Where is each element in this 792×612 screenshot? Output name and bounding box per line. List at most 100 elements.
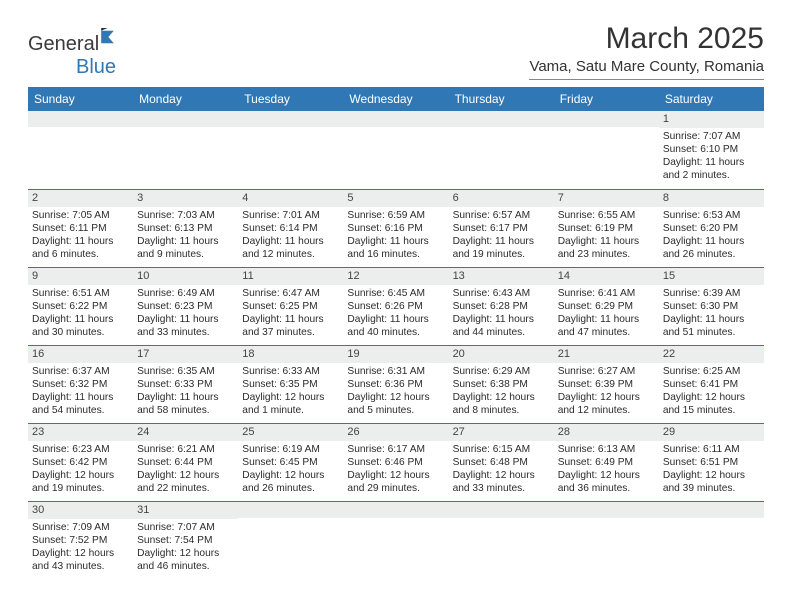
- calendar-cell: [343, 111, 448, 189]
- day-details: Sunrise: 6:49 AMSunset: 6:23 PMDaylight:…: [133, 285, 238, 339]
- day-details: Sunrise: 6:19 AMSunset: 6:45 PMDaylight:…: [238, 441, 343, 495]
- calendar-page: General March 2025 Vama, Satu Mare Count…: [0, 0, 792, 579]
- sunrise-line: Sunrise: 6:45 AM: [347, 287, 444, 300]
- sunset-line: Sunset: 6:49 PM: [558, 456, 655, 469]
- sunset-line: Sunset: 6:14 PM: [242, 222, 339, 235]
- empty-day-head: [28, 111, 133, 127]
- calendar-cell: 19Sunrise: 6:31 AMSunset: 6:36 PMDayligh…: [343, 345, 448, 423]
- empty-day-head: [133, 111, 238, 127]
- daylight-line: Daylight: 12 hours and 46 minutes.: [137, 547, 234, 573]
- sunset-line: Sunset: 6:41 PM: [663, 378, 760, 391]
- sunset-line: Sunset: 6:23 PM: [137, 300, 234, 313]
- calendar-cell: 20Sunrise: 6:29 AMSunset: 6:38 PMDayligh…: [449, 345, 554, 423]
- day-details: Sunrise: 6:37 AMSunset: 6:32 PMDaylight:…: [28, 363, 133, 417]
- sunrise-line: Sunrise: 6:35 AM: [137, 365, 234, 378]
- sunrise-line: Sunrise: 6:39 AM: [663, 287, 760, 300]
- day-details: Sunrise: 6:55 AMSunset: 6:19 PMDaylight:…: [554, 207, 659, 261]
- day-details: Sunrise: 7:01 AMSunset: 6:14 PMDaylight:…: [238, 207, 343, 261]
- daylight-line: Daylight: 12 hours and 26 minutes.: [242, 469, 339, 495]
- month-title: March 2025: [529, 22, 764, 56]
- weekday-row: SundayMondayTuesdayWednesdayThursdayFrid…: [28, 87, 764, 111]
- sunset-line: Sunset: 6:13 PM: [137, 222, 234, 235]
- day-details: Sunrise: 6:27 AMSunset: 6:39 PMDaylight:…: [554, 363, 659, 417]
- day-details: Sunrise: 7:07 AMSunset: 6:10 PMDaylight:…: [659, 128, 764, 182]
- daylight-line: Daylight: 12 hours and 39 minutes.: [663, 469, 760, 495]
- sunset-line: Sunset: 6:33 PM: [137, 378, 234, 391]
- sunrise-line: Sunrise: 7:07 AM: [663, 130, 760, 143]
- sunset-line: Sunset: 6:39 PM: [558, 378, 655, 391]
- day-details: Sunrise: 6:25 AMSunset: 6:41 PMDaylight:…: [659, 363, 764, 417]
- sunset-line: Sunset: 6:16 PM: [347, 222, 444, 235]
- daylight-line: Daylight: 12 hours and 1 minute.: [242, 391, 339, 417]
- sunset-line: Sunset: 6:10 PM: [663, 143, 760, 156]
- empty-day-head: [554, 502, 659, 518]
- sunrise-line: Sunrise: 6:21 AM: [137, 443, 234, 456]
- day-number: 4: [238, 190, 343, 207]
- day-number: 24: [133, 424, 238, 441]
- empty-day-head: [343, 111, 448, 127]
- calendar-cell: [343, 501, 448, 579]
- daylight-line: Daylight: 11 hours and 58 minutes.: [137, 391, 234, 417]
- day-number: 16: [28, 346, 133, 363]
- sunrise-line: Sunrise: 6:33 AM: [242, 365, 339, 378]
- sunset-line: Sunset: 7:52 PM: [32, 534, 129, 547]
- sunset-line: Sunset: 6:35 PM: [242, 378, 339, 391]
- weekday-header: Sunday: [28, 87, 133, 111]
- calendar-cell: 4Sunrise: 7:01 AMSunset: 6:14 PMDaylight…: [238, 189, 343, 267]
- calendar-cell: 28Sunrise: 6:13 AMSunset: 6:49 PMDayligh…: [554, 423, 659, 501]
- day-number: 22: [659, 346, 764, 363]
- day-number: 11: [238, 268, 343, 285]
- calendar-week: 2Sunrise: 7:05 AMSunset: 6:11 PMDaylight…: [28, 189, 764, 267]
- empty-day-head: [449, 502, 554, 518]
- day-number: 5: [343, 190, 448, 207]
- day-details: Sunrise: 6:57 AMSunset: 6:17 PMDaylight:…: [449, 207, 554, 261]
- day-details: Sunrise: 6:23 AMSunset: 6:42 PMDaylight:…: [28, 441, 133, 495]
- sunset-line: Sunset: 6:48 PM: [453, 456, 550, 469]
- sunrise-line: Sunrise: 6:51 AM: [32, 287, 129, 300]
- sunset-line: Sunset: 6:28 PM: [453, 300, 550, 313]
- calendar-cell: [554, 111, 659, 189]
- sunrise-line: Sunrise: 6:37 AM: [32, 365, 129, 378]
- daylight-line: Daylight: 12 hours and 5 minutes.: [347, 391, 444, 417]
- daylight-line: Daylight: 11 hours and 44 minutes.: [453, 313, 550, 339]
- day-number: 28: [554, 424, 659, 441]
- sunrise-line: Sunrise: 6:27 AM: [558, 365, 655, 378]
- day-number: 1: [659, 111, 764, 128]
- calendar-cell: 11Sunrise: 6:47 AMSunset: 6:25 PMDayligh…: [238, 267, 343, 345]
- weekday-header: Saturday: [659, 87, 764, 111]
- sunrise-line: Sunrise: 6:23 AM: [32, 443, 129, 456]
- sunrise-line: Sunrise: 7:03 AM: [137, 209, 234, 222]
- calendar-cell: 21Sunrise: 6:27 AMSunset: 6:39 PMDayligh…: [554, 345, 659, 423]
- daylight-line: Daylight: 11 hours and 16 minutes.: [347, 235, 444, 261]
- day-number: 3: [133, 190, 238, 207]
- day-number: 25: [238, 424, 343, 441]
- sunrise-line: Sunrise: 7:09 AM: [32, 521, 129, 534]
- title-block: March 2025 Vama, Satu Mare County, Roman…: [529, 22, 764, 80]
- daylight-line: Daylight: 12 hours and 19 minutes.: [32, 469, 129, 495]
- daylight-line: Daylight: 12 hours and 22 minutes.: [137, 469, 234, 495]
- sunset-line: Sunset: 6:29 PM: [558, 300, 655, 313]
- sunrise-line: Sunrise: 7:07 AM: [137, 521, 234, 534]
- calendar-cell: 25Sunrise: 6:19 AMSunset: 6:45 PMDayligh…: [238, 423, 343, 501]
- day-number: 27: [449, 424, 554, 441]
- empty-day-head: [449, 111, 554, 127]
- sunrise-line: Sunrise: 7:01 AM: [242, 209, 339, 222]
- sunset-line: Sunset: 6:30 PM: [663, 300, 760, 313]
- day-number: 31: [133, 502, 238, 519]
- weekday-header: Friday: [554, 87, 659, 111]
- calendar-cell: 26Sunrise: 6:17 AMSunset: 6:46 PMDayligh…: [343, 423, 448, 501]
- calendar-cell: 8Sunrise: 6:53 AMSunset: 6:20 PMDaylight…: [659, 189, 764, 267]
- calendar-cell: [238, 501, 343, 579]
- day-number: 21: [554, 346, 659, 363]
- day-number: 9: [28, 268, 133, 285]
- day-details: Sunrise: 6:45 AMSunset: 6:26 PMDaylight:…: [343, 285, 448, 339]
- weekday-header: Thursday: [449, 87, 554, 111]
- day-details: Sunrise: 6:47 AMSunset: 6:25 PMDaylight:…: [238, 285, 343, 339]
- calendar-cell: 31Sunrise: 7:07 AMSunset: 7:54 PMDayligh…: [133, 501, 238, 579]
- daylight-line: Daylight: 11 hours and 54 minutes.: [32, 391, 129, 417]
- calendar-cell: 10Sunrise: 6:49 AMSunset: 6:23 PMDayligh…: [133, 267, 238, 345]
- sunset-line: Sunset: 6:25 PM: [242, 300, 339, 313]
- sunrise-line: Sunrise: 6:41 AM: [558, 287, 655, 300]
- day-details: Sunrise: 6:29 AMSunset: 6:38 PMDaylight:…: [449, 363, 554, 417]
- sunrise-line: Sunrise: 6:59 AM: [347, 209, 444, 222]
